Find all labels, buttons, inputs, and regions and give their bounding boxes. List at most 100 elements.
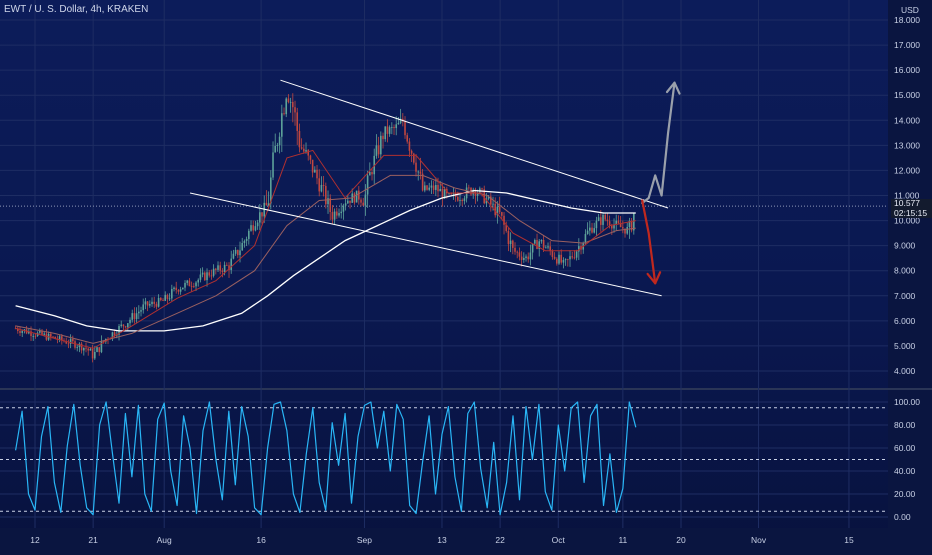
candle-body [254, 226, 257, 231]
candle [523, 252, 525, 263]
candle-body [208, 272, 211, 276]
candle [19, 326, 21, 337]
candle-body [492, 203, 494, 205]
candle-body [622, 227, 624, 229]
candle-body [19, 331, 21, 333]
candle-body [630, 220, 633, 231]
oscillator-tick-label: 100.00 [894, 397, 920, 407]
candle-body [437, 184, 439, 192]
candle [393, 124, 395, 136]
candle [157, 294, 160, 308]
candle [619, 216, 622, 228]
candle [215, 267, 217, 275]
candle-body [322, 184, 325, 186]
candle [525, 254, 527, 262]
candle-body [375, 145, 378, 156]
candle [487, 194, 490, 201]
candle-body [567, 259, 569, 261]
candle [289, 97, 292, 113]
candle [342, 203, 345, 220]
candle [294, 100, 296, 126]
candle-body [382, 135, 384, 140]
candle-body [600, 217, 602, 225]
price-tick-label: 14.000 [894, 115, 920, 125]
candle [329, 194, 332, 221]
currency-label: USD [901, 5, 919, 15]
candle [617, 215, 620, 225]
candle-body [377, 145, 380, 155]
candle-body [267, 203, 270, 206]
candle [399, 108, 402, 125]
candle [124, 325, 127, 329]
candle-body [589, 227, 591, 231]
candle [151, 297, 153, 307]
candle-body [558, 254, 560, 264]
candle [549, 241, 552, 256]
candle [177, 288, 180, 295]
candle [234, 246, 237, 256]
candle-body [628, 220, 631, 227]
candle-body [408, 141, 411, 151]
candle-body [217, 265, 219, 270]
candle-body [595, 220, 598, 229]
candle [140, 306, 142, 317]
candle [87, 347, 90, 356]
candle [276, 142, 279, 152]
candle-body [562, 260, 565, 263]
candle-body [215, 268, 217, 270]
candle [333, 208, 336, 226]
candle [338, 208, 340, 218]
candle [144, 297, 147, 310]
candle-body [166, 294, 169, 299]
candle [633, 212, 635, 235]
candle [490, 192, 492, 212]
candle-body [380, 135, 382, 155]
candle-body [395, 124, 398, 129]
candle [69, 334, 72, 349]
candle-body [606, 219, 609, 222]
candle-body [569, 256, 571, 260]
candle [426, 184, 428, 191]
candle [604, 213, 607, 222]
candle [210, 269, 213, 280]
candle-body [157, 297, 160, 307]
candle-body [188, 280, 191, 287]
candle-body [34, 335, 37, 337]
candle [94, 346, 96, 360]
candle-body [591, 227, 593, 233]
candle-body [281, 113, 283, 137]
candle [162, 298, 164, 301]
candle-body [371, 172, 373, 175]
candle-body [230, 258, 233, 271]
candle [173, 286, 175, 292]
candle [85, 342, 87, 353]
candle [135, 307, 138, 324]
price-tick-label: 5.000 [894, 341, 916, 351]
candle-body [571, 256, 574, 258]
candle [441, 183, 444, 207]
candle [586, 222, 589, 235]
date-tick-label: Oct [552, 535, 566, 545]
candle-body [173, 287, 175, 289]
last-price-badge: 10.577 02:15:15 [891, 198, 932, 218]
candle-body [232, 253, 235, 259]
candle-body [210, 275, 213, 277]
candle-body [355, 190, 358, 203]
candle [278, 132, 281, 154]
candle-body [534, 239, 536, 244]
candle [80, 341, 83, 354]
date-tick-label: 22 [495, 535, 505, 545]
price-tick-label: 13.000 [894, 140, 920, 150]
candle-body [364, 194, 367, 206]
candle-body [584, 233, 587, 243]
candle [534, 238, 536, 245]
candle-body [441, 188, 444, 199]
candle-body [146, 301, 149, 306]
candle-body [624, 228, 626, 234]
candle-body [514, 247, 516, 252]
candle [320, 176, 323, 193]
candle [34, 333, 37, 339]
candle-body [516, 251, 519, 253]
candle [382, 132, 384, 149]
